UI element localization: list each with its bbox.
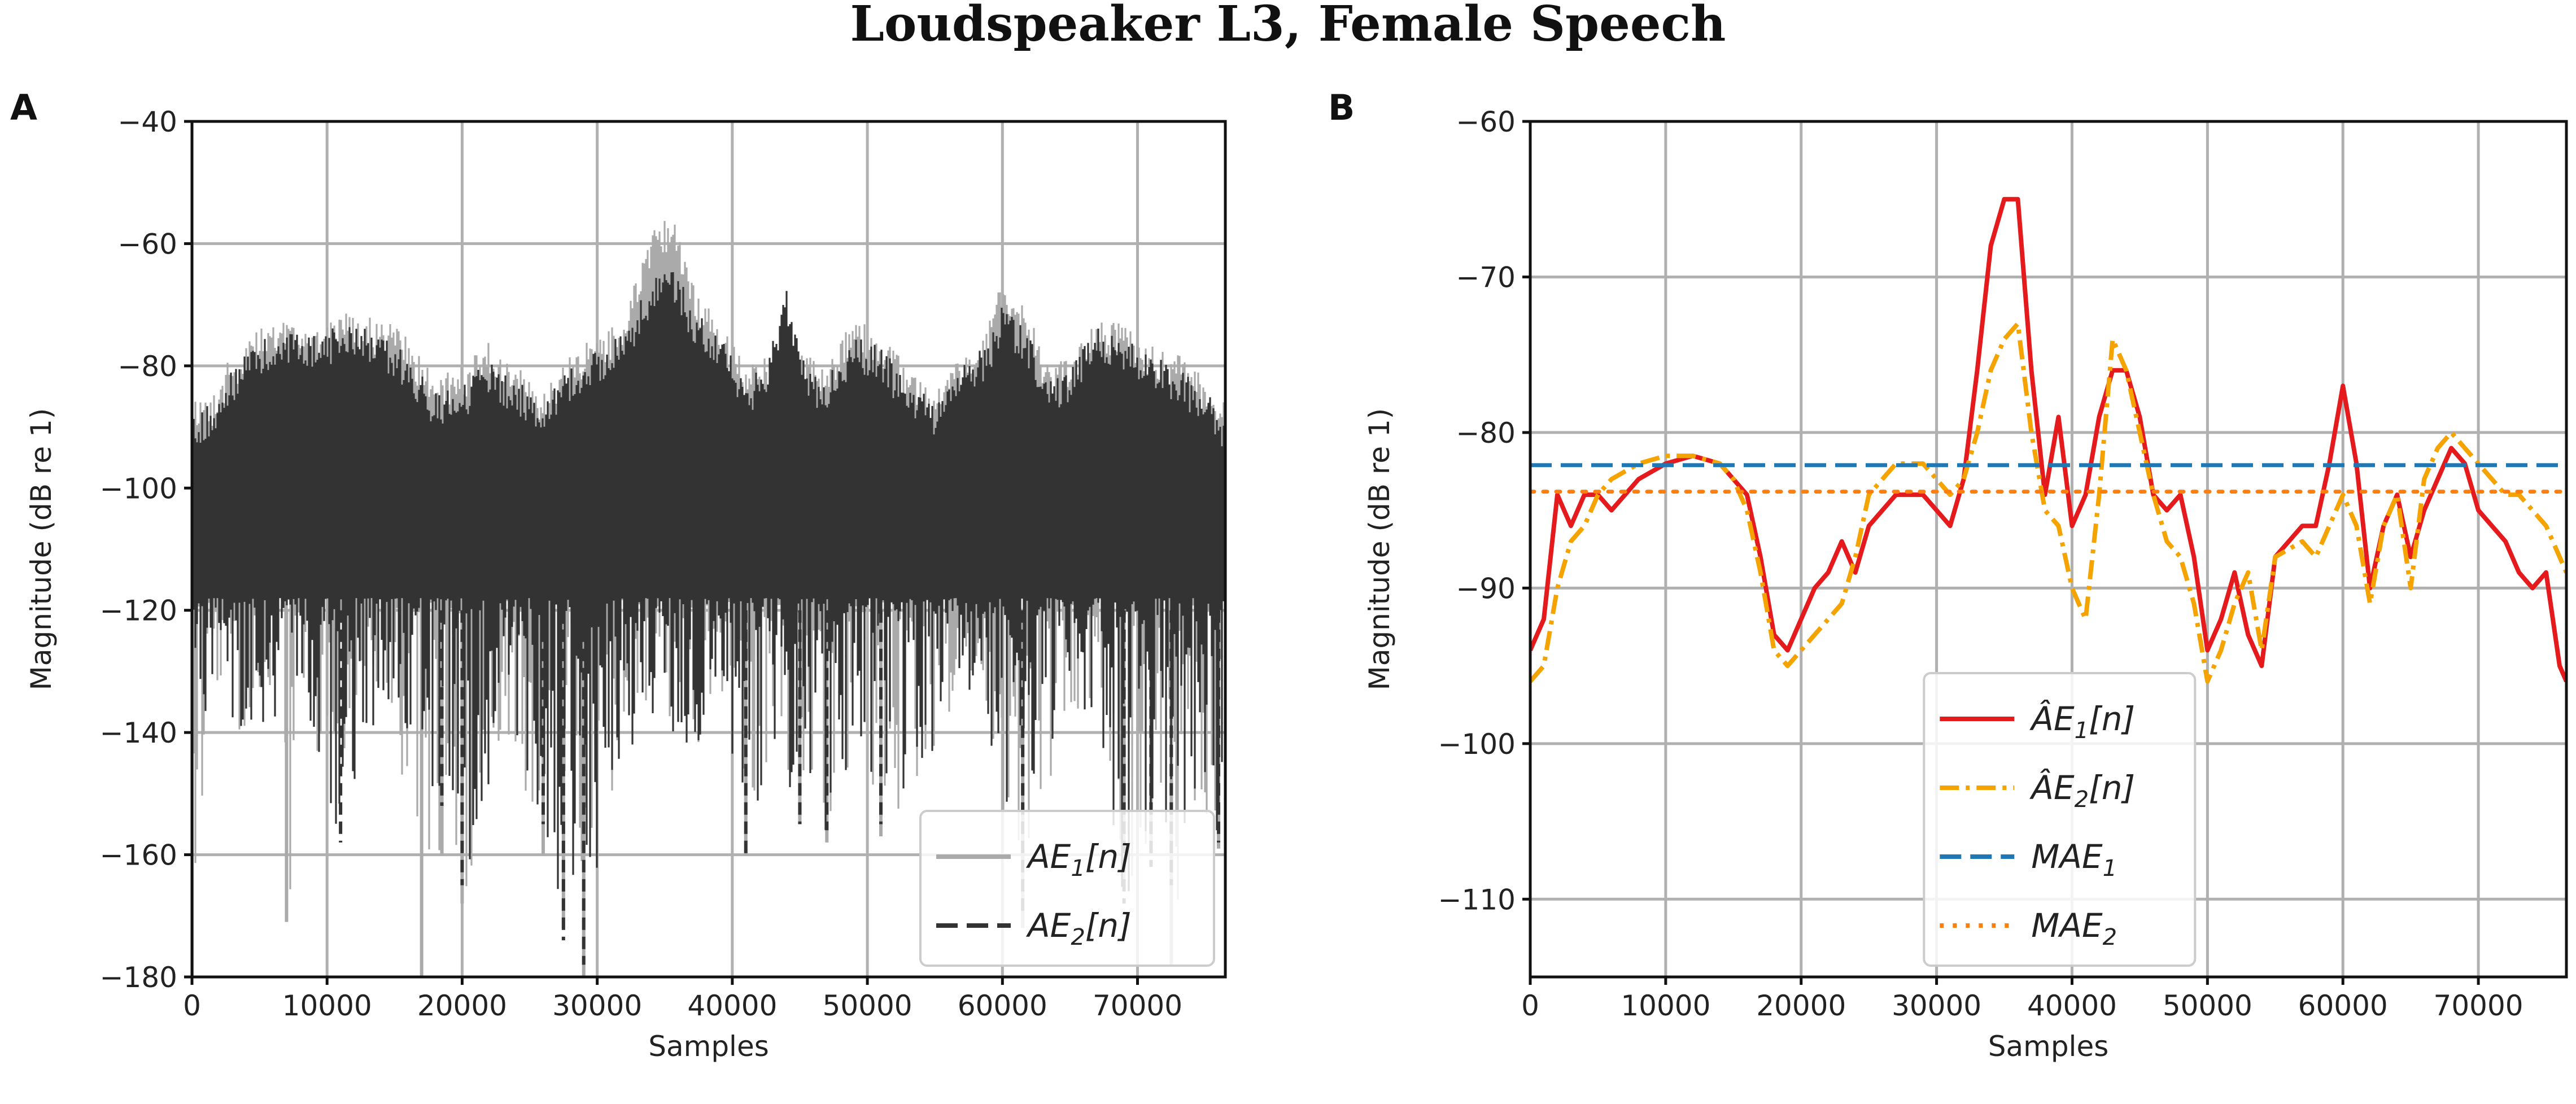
panel-a-chart: 0 10000 20000 30000 40000 50000 60000 70000 −180… <box>25 106 1227 1063</box>
panel-b-xtick-label: 20000 <box>1756 989 1846 1022</box>
panel-a-xtick-label: 0 <box>183 989 201 1022</box>
panel-a-ylabel: Magnitude (dB re 1) <box>25 408 58 691</box>
panel-a-ytick-label: −60 <box>117 228 177 260</box>
panel-a-xtick-label: 70000 <box>1093 989 1182 1022</box>
panel-b-ytick-label: −60 <box>1456 106 1516 138</box>
panel-a-xtick-label: 50000 <box>823 989 912 1022</box>
panel-label-b: B <box>1328 87 1355 128</box>
panel-a-ytick-label: −120 <box>100 595 177 627</box>
panel-a-legend: AE1[n] AE2[n] <box>919 810 1215 967</box>
panel-b-legend-label: MAE2 <box>2031 906 2117 950</box>
panel-a-ytick-label: −180 <box>100 961 177 994</box>
panel-b-ylabel: Magnitude (dB re 1) <box>1363 408 1396 691</box>
panel-b-xtick-label: 0 <box>1521 989 1539 1022</box>
panel-a-legend-label: AE1[n] <box>1025 837 1132 882</box>
panel-a-ytick-label: −100 <box>100 472 177 505</box>
panel-a-ytick-label: −80 <box>117 350 177 383</box>
panel-label-a: A <box>10 87 37 128</box>
panel-b-axes-frame <box>1529 120 2568 979</box>
panel-b-legend-box <box>1923 672 2197 967</box>
panel-b-series-group <box>1530 197 2566 684</box>
panel-a-xtick-label: 10000 <box>282 989 372 1022</box>
panel-a-ytick-label: −160 <box>100 839 177 872</box>
panel-a-xtick-label: 40000 <box>687 989 777 1022</box>
panel-b-ytick-label: −110 <box>1438 883 1516 916</box>
panel-b-ytick-label: −80 <box>1456 417 1516 450</box>
panel-b-xtick-label: 40000 <box>2027 989 2117 1022</box>
panel-b-xtick-label: 50000 <box>2163 989 2252 1022</box>
panel-b-ytick-label: −90 <box>1456 572 1516 605</box>
panel-b-series-e2n-1 <box>1530 321 2566 684</box>
panel-a-legend-label: AE2[n] <box>1025 906 1132 950</box>
panel-b-series-e1n-0 <box>1530 197 2566 683</box>
panel-b-chart: 0 10000 20000 30000 40000 50000 60000 70000 −110… <box>1363 106 2568 1063</box>
panel-a-legend-box <box>919 810 1215 967</box>
figure-title: Loudspeaker L3, Female Speech <box>850 0 1726 53</box>
panel-a-series-ae2n-1 <box>192 272 1225 892</box>
panel-b-xtick-label: 30000 <box>1892 989 1981 1022</box>
panel-b-legend-label: MAE1 <box>2031 837 2117 882</box>
panel-b-ytick-label: −70 <box>1456 261 1516 294</box>
panel-b-xtick-label: 70000 <box>2434 989 2523 1022</box>
panel-a-xlabel: Samples <box>648 1030 769 1063</box>
panel-b-xtick-label: 10000 <box>1621 989 1710 1022</box>
panel-b-legend-label: ÂE1[n] <box>2029 699 2135 744</box>
panel-a-ytick-label: −40 <box>117 106 177 138</box>
panel-b-ytick-label: −100 <box>1438 728 1516 761</box>
panel-a-axes-frame <box>190 120 1227 979</box>
panel-a-xtick-label: 20000 <box>417 989 507 1022</box>
panel-b-xtick-label: 60000 <box>2298 989 2388 1022</box>
panel-b-xlabel: Samples <box>1988 1030 2109 1063</box>
panel-a-xtick-label: 30000 <box>552 989 642 1022</box>
panel-b-legend-label: ÂE2[n] <box>2029 768 2135 813</box>
panel-b-legend: ÂE1[n] ÂE2[n] MAE1 MAE2 <box>1923 672 2197 967</box>
panel-a-xtick-label: 60000 <box>958 989 1047 1022</box>
panel-a-ytick-label: −140 <box>100 717 177 749</box>
